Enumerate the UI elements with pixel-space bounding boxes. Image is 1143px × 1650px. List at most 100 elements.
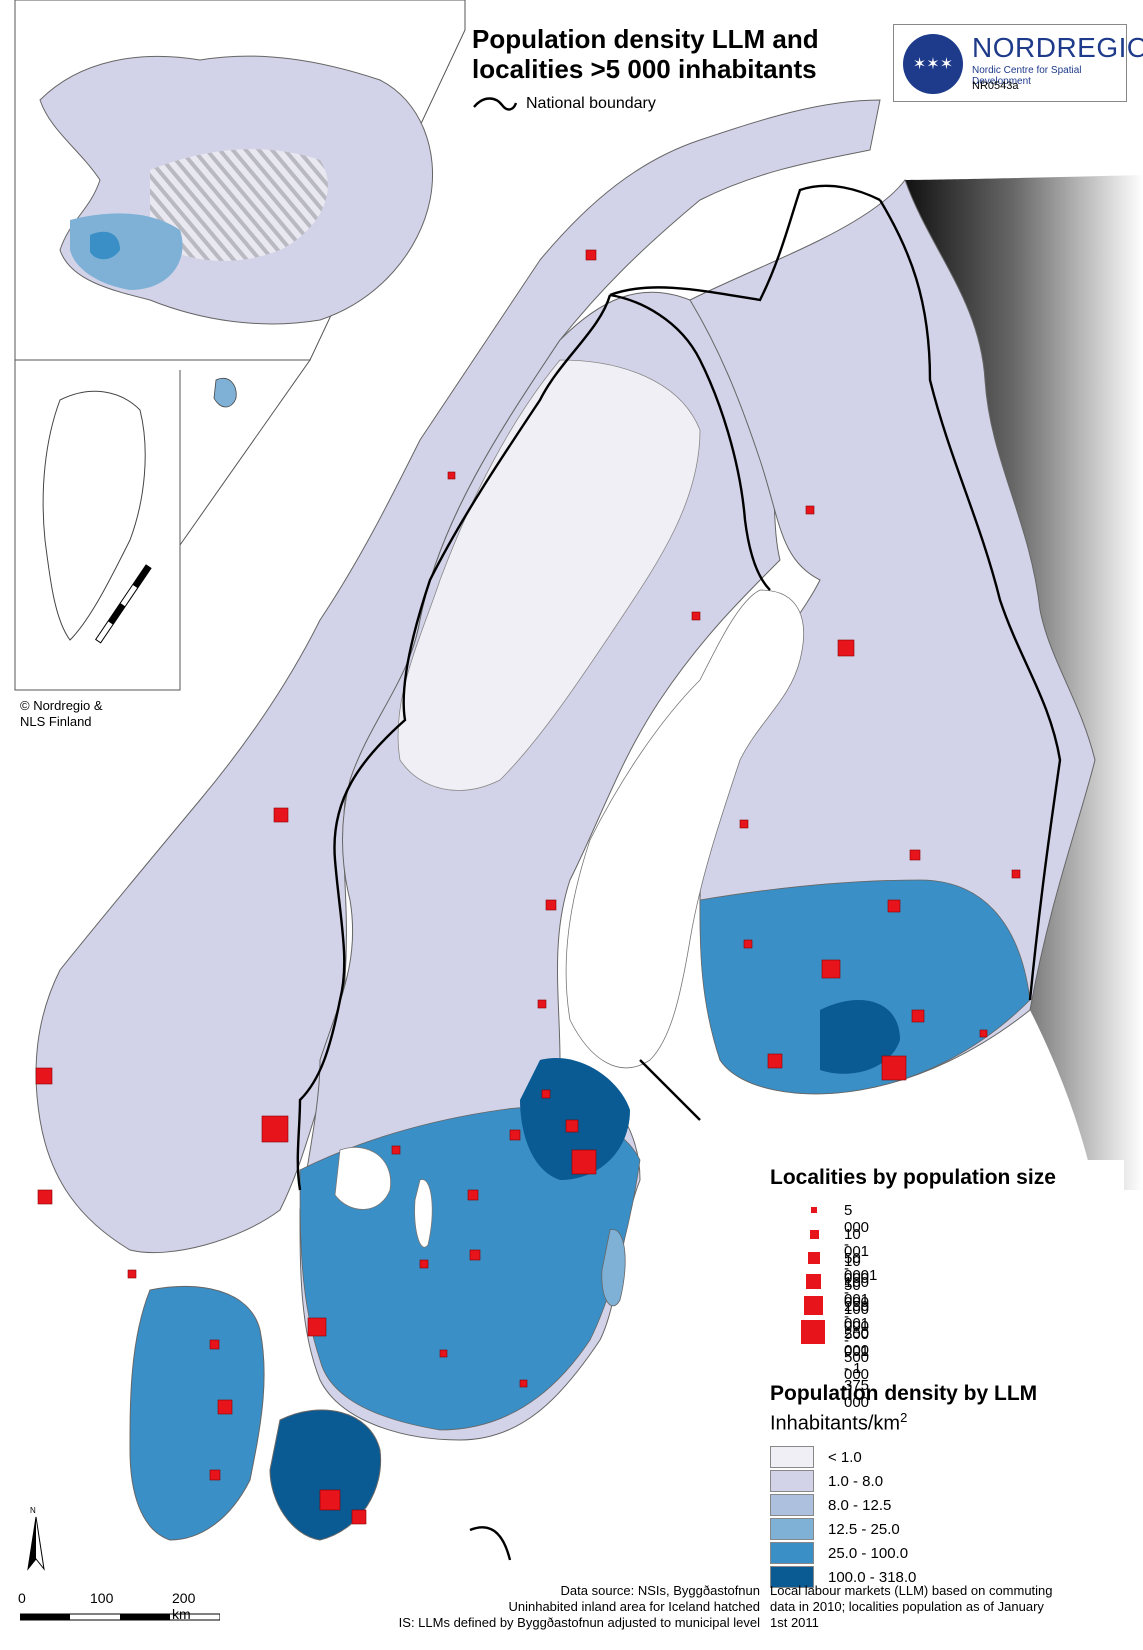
locality-aalborg [209,1339,220,1350]
sources-line-3: IS: LLMs defined by Byggðastofnun adjust… [398,1615,760,1630]
gotland [601,1229,626,1307]
density-swatch [770,1494,814,1516]
boundary-legend: National boundary [472,95,656,113]
denmark-land [129,1285,265,1541]
logo-code: NR0543a [972,80,1019,92]
localities-legend-heading: Localities by population size [770,1166,1056,1189]
boundary-finland-norway [609,184,881,302]
locality-odense [209,1469,221,1481]
finland-land [689,178,1096,1095]
density-class-row-4: 12.5 - 25.0 [770,1518,900,1540]
localities-legend-label: 50 0001 - 100 000 [844,1250,878,1335]
localities-legend-label: 100 001 - 250 000 [844,1274,870,1359]
locality-aarhus [217,1399,233,1415]
north-arrow-icon [27,1516,45,1571]
svg-text:✶✶✶: ✶✶✶ [913,54,953,73]
density-class-row-3: 8.0 - 12.5 [770,1494,891,1516]
density-legend-unit: Inhabitants/km2 [770,1410,907,1436]
faroe-islands [213,377,237,408]
boundary-sweden-finland [609,293,771,591]
sources-line-2: Uninhabited inland area for Iceland hatc… [508,1599,760,1614]
methodology-note: Local labour markets (LLM) based on comm… [770,1583,1120,1631]
note-line-2: data in 2010; localities population as o… [770,1599,1044,1614]
locality-stavanger [37,1189,53,1205]
locality-kotka [979,1029,988,1038]
locality-square-icon [806,1274,821,1289]
title-line-1: Population density LLM and [472,24,819,54]
density-swatch [770,1542,814,1564]
north-arrow-label: N [30,1506,36,1515]
locality-oulu [837,639,855,657]
note-line-1: Local labour markets (LLM) based on comm… [770,1583,1053,1598]
locality-kalmar [519,1379,528,1388]
locality-gothenburg [307,1317,327,1337]
boundary-line-icon [473,97,518,111]
finland-south-dense [699,879,1031,1095]
lake-vattern [414,1179,433,1248]
locality-square-icon [810,1230,819,1239]
iceland-inset [14,0,466,361]
density-class-label: 12.5 - 25.0 [828,1520,900,1538]
localities-legend-label: 5 000 - 10 000 [844,1202,870,1287]
sources-line-1: Data source: NSIs, Byggðastofnun [560,1583,760,1598]
locality-square-icon [808,1252,820,1264]
locality-helsinki [881,1055,907,1081]
locality-karlstad [391,1145,401,1155]
locality-square-icon [811,1207,817,1213]
locality-joensuu [1011,869,1021,879]
density-class-label: < 1.0 [828,1448,862,1466]
density-swatch [770,1518,814,1540]
locality-vaasa [739,819,749,829]
locality-uppsala [565,1119,579,1133]
locality-lahti [911,1009,925,1023]
localities-legend-label: 10 001 - 50 000 [844,1226,870,1311]
russia-area [905,175,1143,1190]
zealand-land [269,1409,382,1541]
scale-label-200: 200 km [172,1590,196,1622]
density-swatch [770,1446,814,1468]
density-class-label: 1.0 - 8.0 [828,1472,884,1490]
locality-vasteras [509,1129,521,1141]
density-class-label: 8.0 - 12.5 [828,1496,892,1514]
localities-legend-label: 250 001 - 500 000 [844,1298,870,1383]
boundary-aland [639,1059,701,1121]
logo-subtitle: Nordic Centre for Spatial Development [972,65,1082,87]
boundary-legend-label: National boundary [526,95,656,112]
boundary-bornholm [469,1526,512,1561]
density-unit-base: Inhabitants/km [770,1412,901,1435]
iceland-capital-llm [90,231,120,260]
greenland-land [42,390,146,641]
lake-vanern [334,1147,392,1210]
locality-rovaniemi [805,505,815,515]
locality-oslo [261,1115,289,1143]
logo-box: ✶✶✶ [893,24,1127,102]
density-unit-exponent: 2 [900,1410,908,1425]
locality-copenhagen [319,1489,341,1511]
density-class-row-1: < 1.0 [770,1446,862,1468]
locality-trondheim [273,807,289,823]
locality-umea [545,899,557,911]
boundary-norway-sweden [296,294,612,1191]
density-class-row-5: 25.0 - 100.0 [770,1542,908,1564]
scale-label-100: 100 [90,1590,114,1606]
locality-lulea [691,611,701,621]
locality-jonkoping [419,1259,429,1269]
copyright-line-2: NLS Finland [20,714,92,729]
boundary-finland-russia [878,199,1062,1001]
localities-legend-label: 500 001 - 1 375 000 [844,1326,870,1411]
map-title: Population density LLM and localities >5… [472,24,819,84]
locality-jyvaskyla [887,899,901,913]
locality-sundsvall [537,999,547,1009]
density-class-row-6: 100.0 - 318.0 [770,1566,916,1588]
scale-label-0: 0 [18,1590,26,1606]
locality-malmo [351,1509,367,1525]
locality-vaxjo [439,1349,448,1358]
locality-square-icon [804,1296,823,1315]
legend-panel: Localities by population size 5 000 - 10… [768,1160,1124,1638]
density-class-label: 25.0 - 100.0 [828,1544,909,1562]
copyright-line-1: © Nordregio & [20,698,103,713]
sweden-north-sparse [397,359,701,791]
locality-tampere [821,959,841,979]
nordregio-logo-icon: ✶✶✶ [903,34,963,94]
